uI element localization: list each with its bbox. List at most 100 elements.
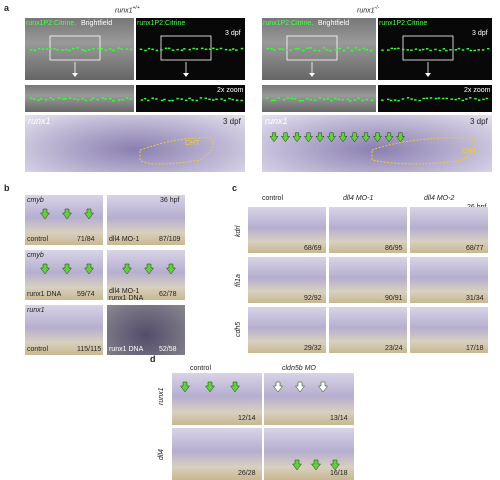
signal: [343, 50, 346, 52]
signal: [37, 100, 40, 102]
arrow: [396, 133, 404, 142]
signal: [458, 98, 461, 100]
body: a runx1+/+ runx1-/- b c d runx1P2:Citrin…: [0, 0, 500, 478]
overlay: [0, 0, 500, 478]
zoom-box: [50, 36, 100, 60]
signal: [287, 97, 290, 99]
signal: [415, 48, 418, 50]
arrow: [304, 133, 312, 142]
signal: [229, 49, 232, 51]
signal: [422, 98, 425, 100]
signal: [130, 49, 133, 51]
signal: [129, 98, 132, 100]
signal: [309, 47, 312, 49]
signal: [435, 98, 438, 100]
signal: [69, 97, 72, 99]
signal: [429, 50, 432, 52]
signal: [168, 48, 171, 50]
signal: [339, 48, 342, 50]
arrow: [319, 382, 328, 392]
signal: [117, 47, 120, 49]
arrow: [293, 460, 302, 470]
signal: [310, 99, 313, 101]
signal: [301, 100, 304, 102]
signal: [45, 99, 48, 101]
signal: [402, 98, 405, 100]
signal: [271, 100, 274, 102]
signal: [279, 48, 282, 50]
signal: [73, 98, 76, 100]
signal: [465, 98, 468, 100]
signal: [121, 99, 124, 101]
signal: [334, 98, 337, 100]
signal: [92, 48, 95, 50]
arrow: [145, 264, 154, 274]
signal: [191, 99, 194, 101]
signal: [381, 99, 384, 101]
signal: [454, 99, 457, 101]
arrow: [385, 133, 393, 142]
signal: [462, 100, 465, 102]
signal: [172, 49, 175, 51]
signal: [62, 98, 65, 100]
signal: [72, 48, 75, 50]
signal: [267, 48, 270, 50]
signal: [391, 48, 394, 50]
signal: [462, 49, 465, 51]
signal: [285, 49, 288, 51]
signal: [426, 98, 429, 100]
signal: [120, 48, 123, 50]
signal: [482, 99, 485, 101]
signal: [58, 97, 61, 99]
signal: [326, 49, 329, 51]
signal: [90, 99, 93, 101]
signal: [410, 49, 413, 51]
arrowhead: [309, 73, 315, 77]
signal: [422, 49, 425, 51]
signal: [351, 50, 354, 52]
signal: [467, 48, 470, 50]
signal: [397, 48, 400, 50]
signal: [330, 100, 333, 102]
signal: [189, 49, 192, 51]
signal: [410, 98, 413, 100]
signal: [212, 99, 215, 101]
signal: [185, 100, 188, 102]
arrow: [373, 133, 381, 142]
signal: [176, 98, 179, 100]
signal: [442, 98, 445, 100]
signal: [49, 97, 52, 99]
signal: [235, 49, 238, 51]
signal: [449, 49, 452, 51]
arrow: [339, 133, 347, 142]
signal: [370, 50, 373, 52]
signal: [205, 49, 208, 51]
arrowhead: [183, 73, 189, 77]
signal: [232, 48, 235, 50]
arrow: [167, 264, 176, 274]
signal: [84, 50, 87, 52]
signal: [148, 48, 151, 50]
signal: [397, 100, 400, 102]
arrow: [85, 209, 94, 219]
zoom-box: [403, 36, 453, 60]
arrow: [85, 264, 94, 274]
signal: [430, 97, 433, 99]
signal: [140, 49, 143, 51]
signal: [482, 49, 485, 51]
signal: [318, 50, 321, 52]
arrow: [231, 382, 240, 392]
signal: [371, 100, 374, 102]
signal: [64, 98, 67, 100]
signal: [306, 98, 309, 100]
signal: [361, 100, 364, 102]
signal: [470, 50, 473, 52]
cht-outline: [372, 138, 475, 164]
signal: [34, 50, 37, 52]
signal: [104, 98, 107, 100]
signal: [181, 49, 184, 51]
signal: [109, 98, 112, 100]
arrow: [281, 133, 289, 142]
signal: [209, 48, 212, 50]
arrow: [63, 209, 72, 219]
